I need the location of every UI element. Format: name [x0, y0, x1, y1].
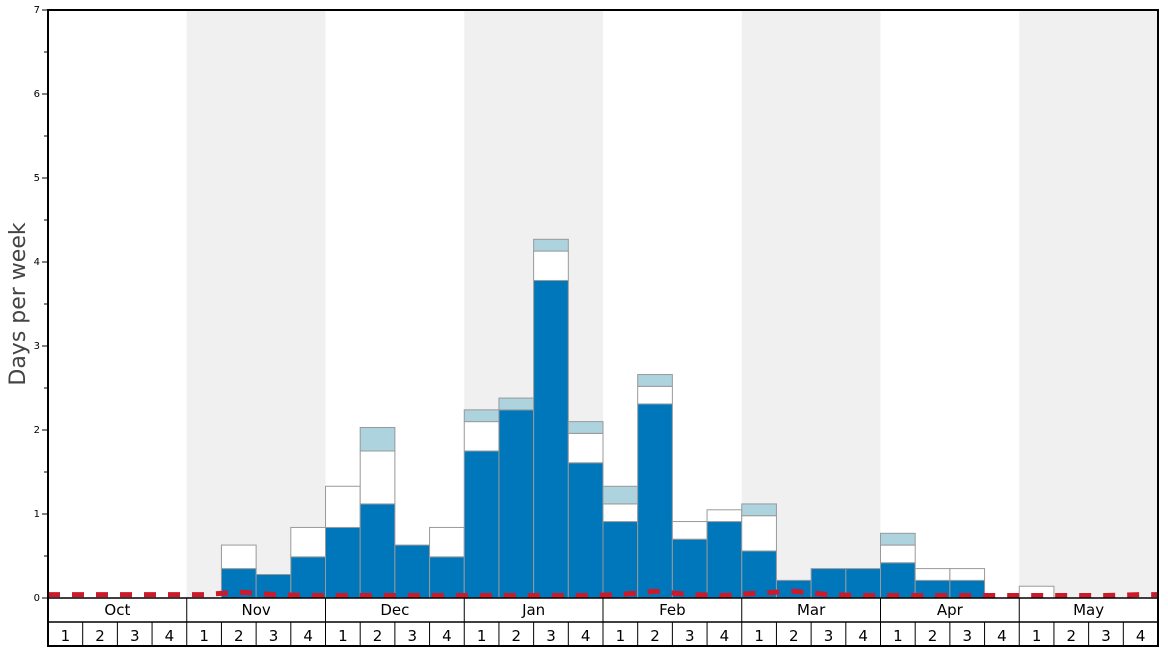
week-label-mar-2: 2	[789, 627, 799, 645]
bar-segment-white-week-9	[325, 485, 361, 528]
bar-segment-white-week-13	[463, 421, 500, 452]
bar-segment-light-blue-week-25	[880, 532, 916, 546]
y-axis: 0 1 2 3 4 5 6 7	[34, 5, 48, 604]
y-tick-label-0: 0	[34, 593, 40, 604]
bar-segment-white-week-10	[359, 450, 396, 505]
month-label-oct: Oct	[104, 601, 130, 619]
y-tick-label-5: 5	[34, 173, 40, 184]
week-label-apr-3: 3	[962, 627, 972, 645]
bar-segment-dark-blue-week-8	[290, 556, 326, 599]
month-label-nov: Nov	[241, 601, 270, 619]
bar-segment-dark-blue-week-14	[498, 409, 535, 599]
week-label-may-2: 2	[1067, 627, 1077, 645]
week-label-jan-1: 1	[477, 627, 487, 645]
bar-segment-white-week-26	[914, 568, 951, 581]
bar-segment-white-week-17	[602, 503, 639, 523]
month-shade-mar	[741, 10, 881, 598]
bar-segment-white-week-12	[429, 526, 465, 558]
y-tick-label-1: 1	[34, 509, 40, 520]
week-label-mar-3: 3	[824, 627, 834, 645]
week-label-mar-1: 1	[754, 627, 764, 645]
bar-segment-white-week-15	[533, 250, 569, 281]
bar-segment-white-week-19	[671, 521, 708, 540]
month-label-may: May	[1073, 601, 1104, 619]
bar-segment-dark-blue-week-20	[706, 521, 743, 599]
week-label-may-4: 4	[1136, 627, 1146, 645]
y-tick-label-4: 4	[34, 257, 40, 268]
week-label-jan-4: 4	[581, 627, 591, 645]
dashed-line-series	[48, 588, 1158, 598]
week-label-dec-2: 2	[373, 627, 383, 645]
bar-segment-dark-blue-week-13	[463, 450, 500, 599]
week-label-apr-1: 1	[893, 627, 903, 645]
bar-segment-dark-blue-week-9	[325, 526, 361, 599]
bar-segment-white-week-16	[567, 432, 604, 464]
week-label-feb-3: 3	[685, 627, 695, 645]
x-axis-labels: Oct 1 2 3 4 Nov 1 2 3 4 Dec 1 2 3 4 Jan 1 2 3 4 Feb 1 2 3 4 Mar 1 2…	[61, 598, 1146, 646]
y-tick-label-7: 7	[34, 5, 40, 16]
month-label-feb: Feb	[659, 601, 686, 619]
bar-segment-light-blue-week-18	[637, 374, 673, 387]
bar-segment-light-blue-week-21	[741, 503, 777, 517]
bar-segment-light-blue-week-17	[602, 485, 639, 505]
bar-segment-dark-blue-week-16	[567, 462, 604, 599]
week-label-apr-4: 4	[997, 627, 1007, 645]
month-label-dec: Dec	[380, 601, 409, 619]
bar-segment-white-week-6	[220, 544, 257, 570]
bar-segment-white-week-25	[880, 544, 916, 564]
stacked-bars	[220, 238, 1055, 599]
bar-segment-white-week-18	[637, 385, 673, 405]
dashed-line-layer	[48, 588, 1158, 598]
bar-segment-white-week-27	[949, 568, 986, 581]
week-label-dec-3: 3	[407, 627, 417, 645]
y-tick-label-6: 6	[34, 89, 40, 100]
bar-segment-white-week-8	[290, 526, 326, 558]
bar-segment-dark-blue-week-25	[880, 562, 916, 599]
week-label-nov-2: 2	[234, 627, 244, 645]
month-label-mar: Mar	[797, 601, 826, 619]
week-label-feb-1: 1	[616, 627, 626, 645]
y-tick-label-2: 2	[34, 425, 40, 436]
week-label-nov-3: 3	[269, 627, 279, 645]
bar-segment-white-week-21	[741, 515, 777, 552]
week-label-may-3: 3	[1101, 627, 1111, 645]
bar-segment-light-blue-week-13	[463, 409, 500, 423]
week-label-nov-1: 1	[199, 627, 209, 645]
month-shade-nov	[186, 10, 326, 598]
week-label-feb-2: 2	[650, 627, 660, 645]
month-shade-may	[1019, 10, 1158, 598]
week-label-jan-3: 3	[546, 627, 556, 645]
bar-segment-dark-blue-week-11	[394, 544, 431, 599]
bar-segment-dark-blue-week-10	[359, 503, 396, 599]
bar-segment-dark-blue-week-19	[671, 538, 708, 599]
week-label-oct-3: 3	[130, 627, 140, 645]
week-label-may-1: 1	[1032, 627, 1042, 645]
week-label-nov-4: 4	[303, 627, 313, 645]
week-label-oct-1: 1	[61, 627, 71, 645]
week-label-oct-2: 2	[95, 627, 105, 645]
y-axis-label: Days per week	[6, 222, 31, 385]
week-label-dec-4: 4	[442, 627, 452, 645]
bar-segment-dark-blue-week-17	[602, 521, 639, 599]
y-tick-label-3: 3	[34, 341, 40, 352]
week-label-mar-4: 4	[858, 627, 868, 645]
bar-segment-light-blue-week-16	[567, 421, 604, 434]
bar-segment-dark-blue-week-18	[637, 403, 673, 599]
week-label-jan-2: 2	[512, 627, 522, 645]
week-label-apr-2: 2	[928, 627, 938, 645]
month-label-apr: Apr	[937, 601, 964, 619]
bar-segment-light-blue-week-10	[359, 426, 396, 452]
bar-segment-dark-blue-week-15	[533, 279, 569, 599]
bar-segment-light-blue-week-14	[498, 397, 535, 411]
week-label-feb-4: 4	[720, 627, 730, 645]
week-label-dec-1: 1	[338, 627, 348, 645]
bar-segment-light-blue-week-15	[533, 238, 569, 252]
bar-segment-dark-blue-week-12	[429, 556, 465, 599]
month-label-jan: Jan	[521, 601, 545, 619]
week-label-oct-4: 4	[165, 627, 175, 645]
bar-segment-white-week-20	[706, 509, 743, 523]
